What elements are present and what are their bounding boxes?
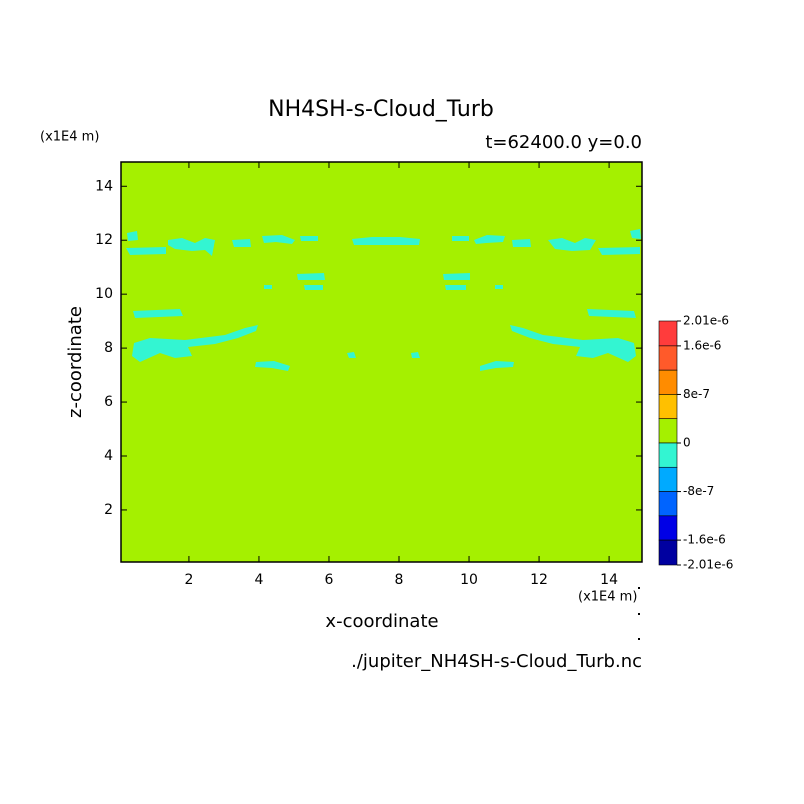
region — [512, 239, 531, 247]
footer: ./jupiter_NH4SH-s-Cloud_Turb.nc — [351, 651, 642, 672]
chart-title: NH4SH-s-Cloud_Turb — [268, 97, 494, 122]
colorbar-label: 2.01e-6 — [683, 314, 729, 328]
region — [133, 309, 183, 318]
chart-subtitle: t=62400.0 y=0.0 — [485, 132, 642, 153]
y-tick-label: 4 — [104, 448, 113, 464]
x-tick-label: 8 — [395, 572, 404, 588]
region — [352, 237, 420, 245]
colorbar-label: 1.6e-6 — [683, 338, 721, 352]
region — [480, 361, 514, 371]
region — [630, 229, 641, 239]
colorbar-band — [658, 515, 678, 541]
region — [264, 285, 272, 289]
region — [132, 325, 258, 362]
colorbar-label: 8e-7 — [683, 387, 710, 401]
region — [127, 231, 138, 241]
colorbar-band — [658, 539, 678, 566]
y-tick-label: 2 — [104, 502, 113, 518]
y-unit: (x1E4 m) — [40, 130, 99, 145]
region — [347, 352, 356, 358]
region — [297, 273, 325, 280]
region — [126, 247, 166, 255]
colorbar-band — [658, 491, 678, 517]
dot — [638, 638, 640, 640]
region — [510, 325, 636, 362]
regions — [126, 229, 641, 371]
x-tick-label: 12 — [530, 572, 548, 588]
colorbar-band — [658, 345, 678, 371]
region — [495, 285, 503, 289]
x-axis-label: x-coordinate — [325, 611, 438, 632]
plot-frame — [120, 161, 643, 563]
colorbar-band — [658, 394, 678, 420]
region — [262, 235, 295, 244]
dot — [638, 587, 640, 589]
y-axis-label: z-coordinate — [65, 306, 86, 418]
region — [255, 361, 290, 371]
region — [598, 247, 640, 255]
colorbar-label: -8e-7 — [683, 484, 714, 498]
y-tick-label: 12 — [95, 232, 113, 248]
y-tick-label: 10 — [95, 286, 113, 302]
region — [168, 238, 215, 256]
colorbar-band — [658, 418, 678, 444]
region — [232, 239, 251, 247]
region — [443, 273, 470, 280]
region — [587, 309, 636, 318]
region — [411, 352, 420, 358]
x-tick-label: 4 — [254, 572, 263, 588]
colorbar-label: 0 — [683, 436, 691, 450]
x-tick-label: 6 — [325, 572, 334, 588]
region — [548, 238, 596, 251]
x-tick-label: 2 — [184, 572, 193, 588]
y-tick-label: 8 — [104, 340, 113, 356]
x-tick-label: 14 — [600, 572, 618, 588]
colorbar-band — [658, 369, 678, 395]
y-tick-label: 6 — [104, 394, 113, 410]
colorbar-band — [658, 320, 678, 347]
region — [452, 236, 469, 241]
region — [474, 235, 505, 244]
dot — [638, 613, 640, 615]
region — [304, 285, 323, 290]
x-unit: (x1E4 m) — [578, 590, 637, 605]
x-tick-label: 10 — [460, 572, 478, 588]
y-tick-label: 14 — [95, 178, 113, 194]
plot-area — [121, 162, 642, 562]
region — [445, 285, 466, 290]
region — [300, 236, 318, 241]
colorbar-band — [658, 442, 678, 468]
colorbar-label: -1.6e-6 — [683, 533, 726, 547]
colorbar-band — [658, 466, 678, 492]
colorbar-label: -2.01e-6 — [683, 558, 733, 572]
